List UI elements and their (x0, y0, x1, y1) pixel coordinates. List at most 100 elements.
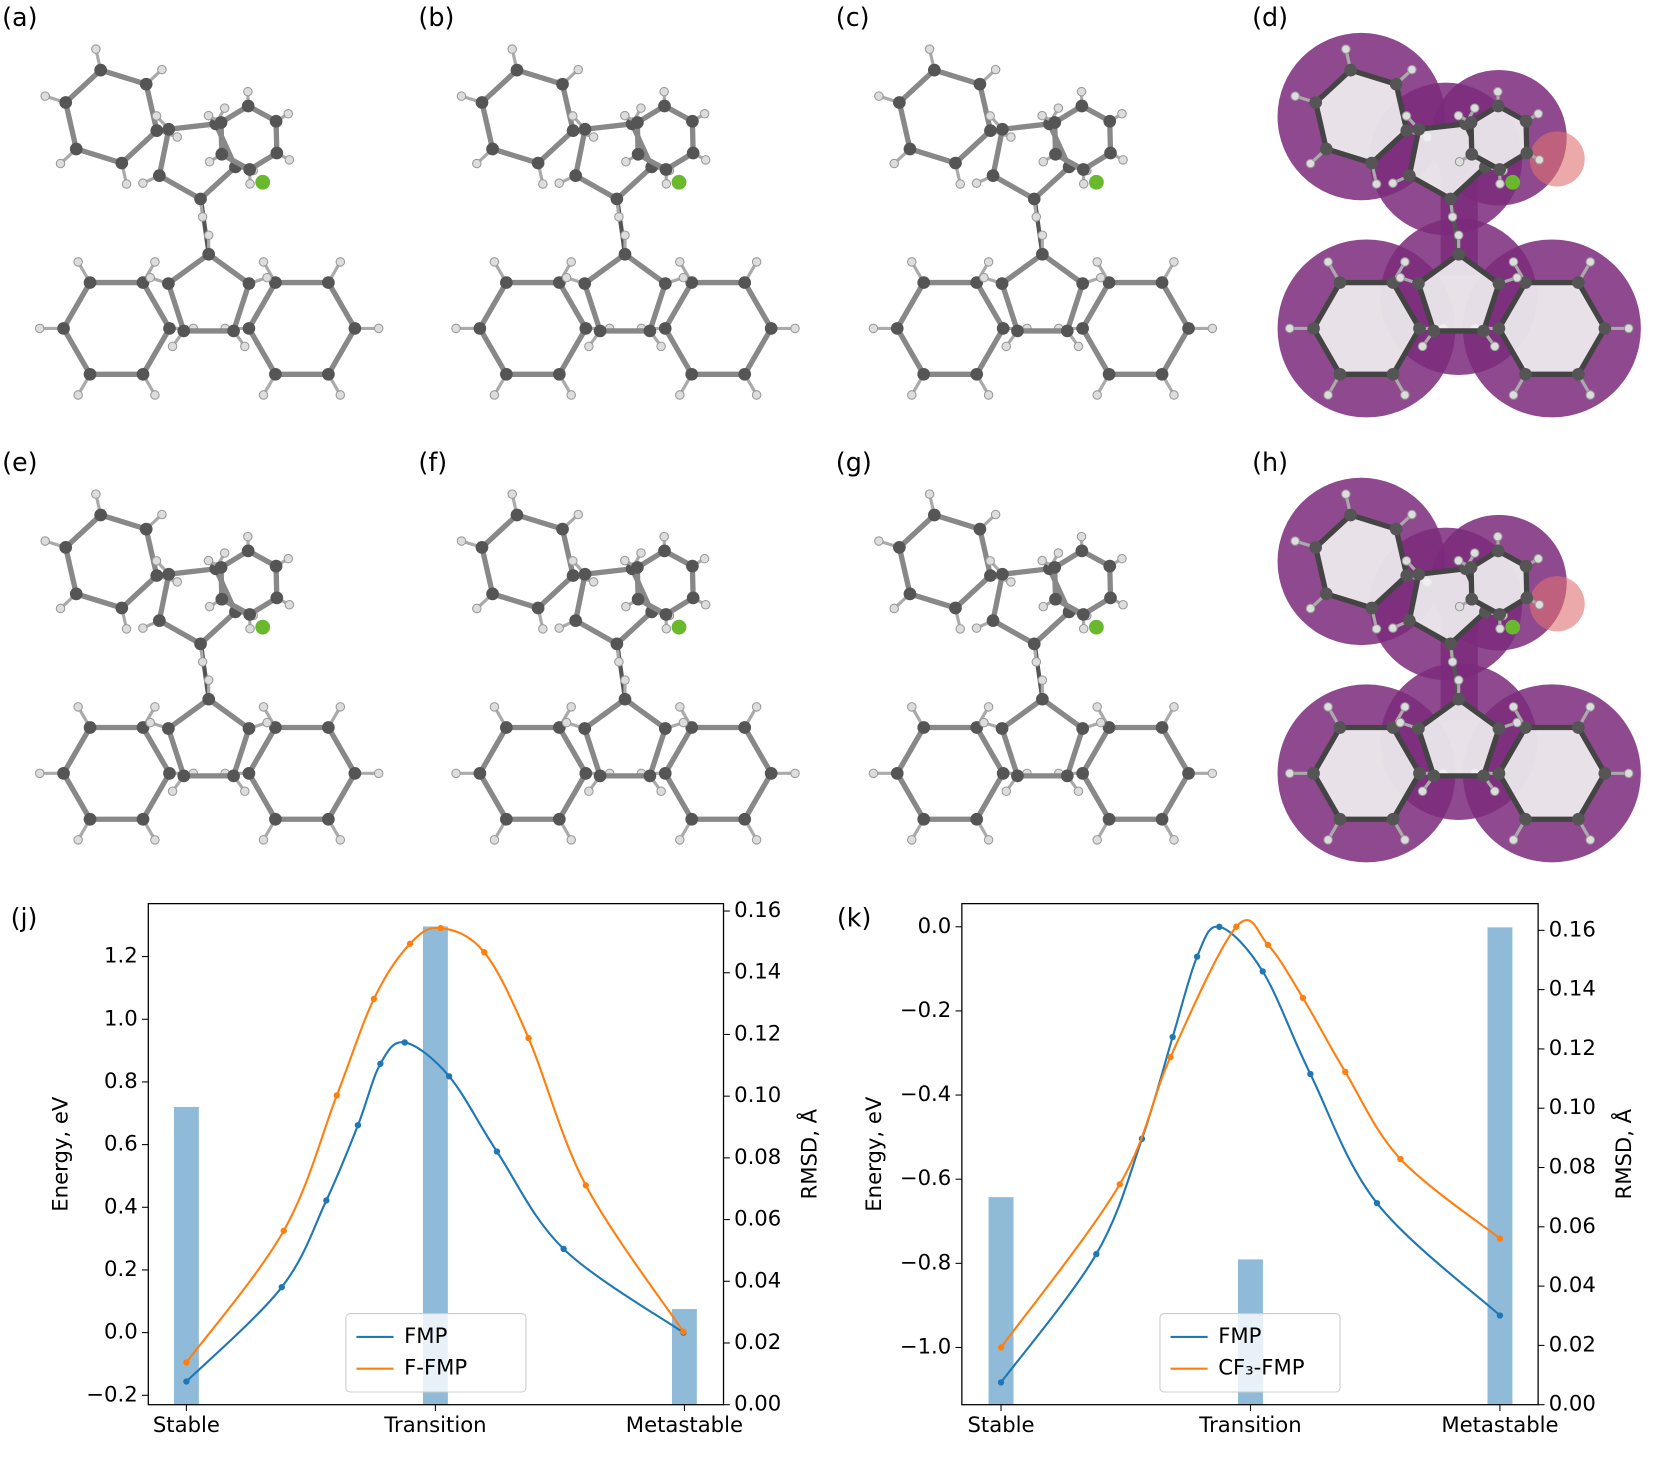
hydrogen (1495, 623, 1505, 634)
hydrogen (659, 531, 669, 542)
y-tick-label: 0.2 (104, 1256, 138, 1281)
point (354, 1122, 362, 1129)
carbon (162, 122, 176, 136)
line (185, 1041, 685, 1383)
hydrogen (489, 702, 500, 712)
fluorine (1505, 174, 1521, 190)
hydrogen (1076, 86, 1087, 97)
hydrogen (907, 835, 917, 845)
carbon (83, 812, 97, 826)
hydrogen (1323, 835, 1333, 845)
carbon (499, 367, 513, 381)
carbon (610, 637, 624, 651)
carbon (214, 116, 228, 129)
carbon (643, 324, 657, 338)
carbon (1155, 276, 1169, 289)
hydrogen (1388, 623, 1398, 633)
y-tick-label: 0.6 (104, 1131, 138, 1156)
carbon (473, 322, 487, 335)
carbon (486, 587, 499, 601)
hydrogen (91, 44, 101, 54)
hydrogen (1400, 257, 1410, 267)
point (1307, 1070, 1314, 1078)
carbon (659, 608, 673, 621)
carbon (1104, 591, 1117, 605)
carbon (579, 766, 593, 780)
carbon (686, 114, 699, 128)
hydrogen (40, 91, 50, 101)
carbon (215, 592, 229, 606)
point (278, 1284, 285, 1291)
hydrogen (1388, 178, 1398, 188)
hydrogen (203, 110, 214, 121)
hydrogen (620, 230, 630, 240)
carbon (1011, 324, 1024, 338)
point (1167, 1054, 1174, 1061)
hydrogen (472, 158, 482, 169)
carbon (322, 812, 335, 826)
hydrogen (1169, 835, 1179, 845)
carbon (1344, 63, 1358, 77)
carbon (1102, 276, 1116, 289)
carbon (631, 592, 645, 606)
point (1397, 1155, 1404, 1163)
hydrogen (656, 786, 666, 797)
hydrogen (678, 272, 689, 283)
molecule (34, 44, 384, 400)
hydrogen (1001, 341, 1012, 352)
carbon (348, 766, 362, 780)
ring (245, 724, 358, 822)
hydrogen (1623, 768, 1634, 779)
hydrogen (538, 624, 548, 634)
hydrogen (700, 599, 711, 610)
y-tick-label: 0.0 (104, 1319, 138, 1344)
hydrogen (566, 835, 577, 845)
fluorine (1088, 619, 1104, 635)
carbon (566, 569, 580, 582)
carbon (1477, 324, 1490, 338)
carbon (1307, 766, 1320, 780)
hydrogen (561, 272, 572, 283)
carbon (1413, 322, 1426, 335)
carbon (1519, 276, 1532, 289)
carbon (1182, 322, 1195, 335)
carbon (1492, 766, 1506, 780)
carbon (1333, 721, 1347, 734)
x-tick-label: Metastable (626, 1412, 743, 1437)
ring (1310, 279, 1423, 377)
carbon (631, 116, 644, 129)
carbon (658, 277, 672, 290)
hydrogen (1038, 156, 1049, 167)
hydrogen (699, 109, 710, 119)
carbon (1077, 163, 1090, 176)
hydrogen (73, 702, 83, 712)
hydrogen (34, 768, 45, 779)
carbon (243, 163, 257, 176)
hydrogen (150, 257, 160, 267)
hydrogen (700, 155, 711, 165)
hydrogen (568, 556, 578, 566)
hydrogen (566, 702, 577, 712)
carbon (1492, 722, 1506, 735)
hydrogen (1290, 536, 1300, 546)
y2-tick-label: 0.06 (734, 1206, 781, 1231)
ring (1079, 724, 1192, 822)
hydrogen (1117, 553, 1127, 564)
carbon (1309, 96, 1323, 109)
carbon (269, 114, 283, 128)
carbon (57, 322, 70, 335)
carbon (1519, 114, 1533, 128)
carbon (949, 156, 962, 170)
legend-label: F-FMP (404, 1355, 467, 1380)
hydrogen (138, 623, 148, 633)
point (1264, 941, 1272, 949)
carbon (949, 601, 962, 615)
carbon (242, 766, 256, 780)
carbon (1427, 769, 1441, 783)
carbon (927, 508, 941, 522)
legend-label: FMP (404, 1323, 447, 1348)
carbon (1048, 561, 1062, 574)
hydrogen (258, 835, 269, 845)
y-tick-label: 0.8 (104, 1068, 138, 1093)
y2-tick-label: 0.00 (1549, 1391, 1596, 1416)
